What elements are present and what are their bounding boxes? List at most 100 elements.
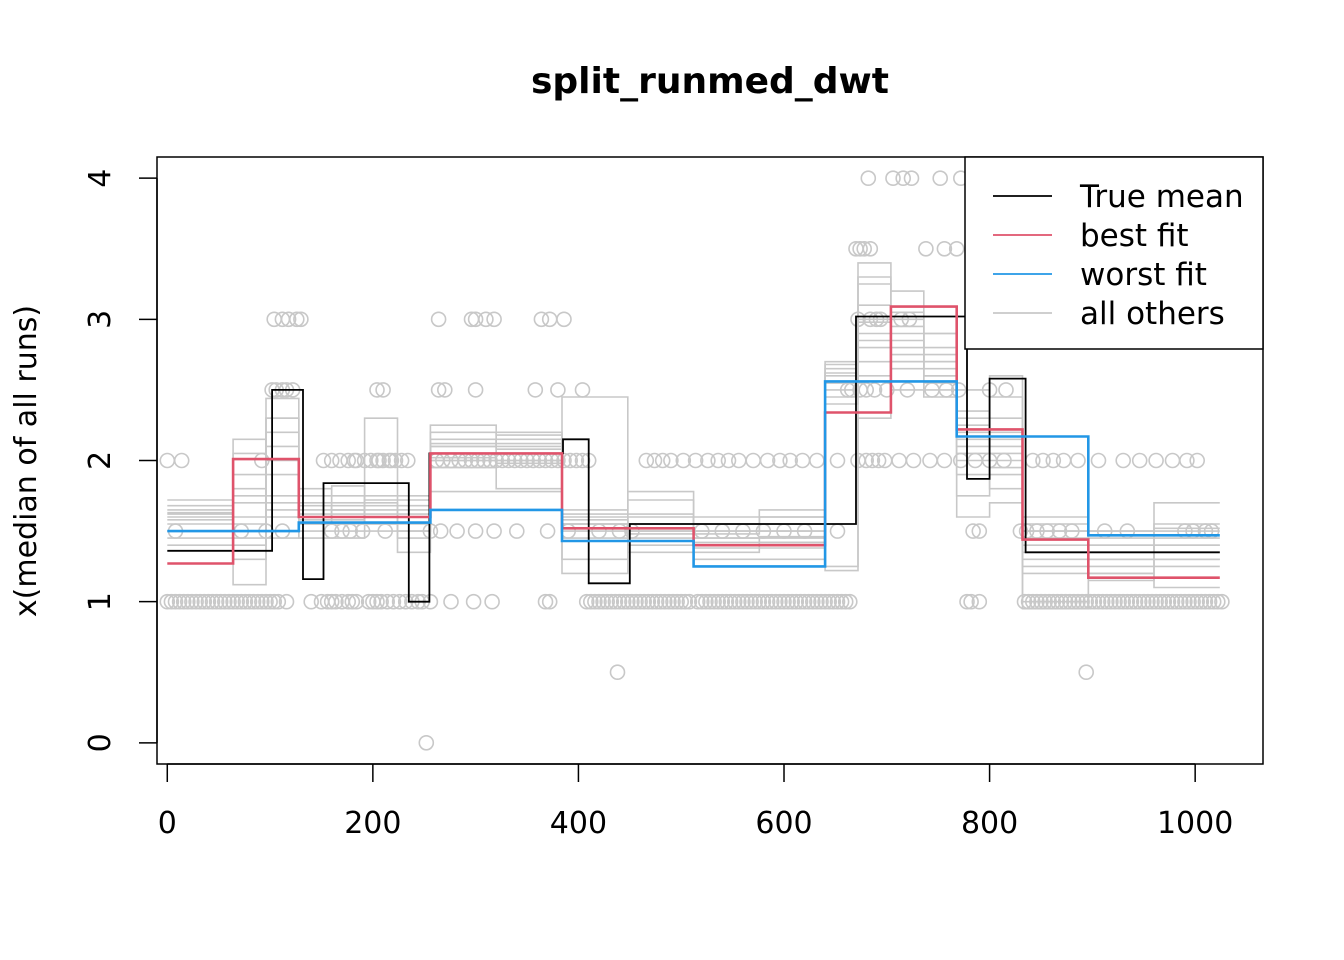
data-point-52	[1115, 593, 1131, 610]
series-line-true-mean	[167, 315, 1220, 603]
data-point-354	[932, 170, 949, 186]
x-tick-label: 0	[158, 806, 177, 841]
data-point-286	[971, 523, 988, 539]
data-point-36	[751, 593, 768, 610]
data-point-317	[878, 382, 895, 398]
data-point-54	[1140, 593, 1156, 610]
data-point-170	[963, 593, 979, 610]
data-point-226	[782, 452, 799, 469]
data-point-115	[743, 593, 759, 610]
data-point-353	[903, 170, 920, 186]
data-point-110	[710, 593, 727, 610]
legend-label-2: best fit	[1080, 218, 1189, 254]
data-point-160	[1193, 593, 1210, 610]
data-point-273	[539, 523, 556, 539]
data-point-121	[780, 593, 796, 610]
data-point-336	[556, 311, 572, 328]
data-point-112	[722, 593, 739, 610]
data-point-48	[1066, 593, 1082, 610]
y-axis-label: x(median of all runs)	[9, 305, 44, 617]
y-tick-label: 1	[83, 592, 118, 611]
data-point-334	[533, 311, 550, 328]
data-point-255	[346, 452, 363, 469]
data-point-256	[371, 452, 387, 469]
data-point-63	[175, 593, 192, 610]
data-point-352	[895, 170, 912, 186]
data-point-99	[636, 593, 653, 610]
data-point-74	[241, 593, 258, 610]
data-point-178	[340, 452, 357, 469]
legend-label-1: True mean	[1079, 179, 1244, 215]
data-point-291	[1051, 523, 1068, 539]
data-point-113	[730, 593, 747, 610]
data-point-144	[1094, 593, 1111, 610]
data-point-134	[1033, 593, 1049, 610]
data-point-169	[959, 593, 975, 610]
data-point-40	[800, 593, 817, 610]
plot-frame	[156, 156, 1264, 765]
data-point-15	[348, 593, 365, 610]
data-point-76	[253, 593, 270, 610]
data-point-247	[1070, 452, 1086, 469]
data-point-306	[430, 382, 447, 398]
data-point-216	[663, 452, 679, 469]
data-point-147	[1111, 593, 1127, 610]
data-point-44	[1016, 593, 1033, 610]
data-point-17	[379, 593, 396, 610]
data-point-94	[607, 593, 624, 610]
data-point-168	[541, 593, 558, 610]
data-point-96	[619, 593, 636, 610]
data-point-268	[432, 523, 449, 539]
data-point-108	[698, 593, 714, 610]
data-point-316	[866, 382, 883, 398]
data-point-6	[221, 593, 237, 610]
data-point-218	[687, 452, 704, 469]
data-point-148	[1119, 593, 1136, 610]
data-point-152	[1144, 593, 1160, 610]
data-point-66	[192, 593, 208, 610]
data-point-92	[595, 593, 611, 610]
data-point-26	[628, 593, 644, 610]
data-point-221	[720, 452, 737, 469]
data-point-61	[163, 593, 180, 610]
data-point-85	[369, 593, 385, 610]
data-point-341	[893, 311, 910, 328]
data-point-304	[369, 382, 385, 398]
data-point-308	[467, 382, 484, 398]
data-point-235	[891, 452, 907, 469]
data-point-339	[868, 311, 885, 328]
data-point-350	[860, 170, 877, 186]
data-point-9	[258, 593, 274, 610]
data-point-132	[1020, 593, 1037, 610]
data-point-91	[587, 593, 603, 610]
data-point-154	[1156, 593, 1173, 610]
data-point-130	[833, 593, 850, 610]
data-point-151	[1136, 593, 1152, 610]
data-point-359	[418, 734, 435, 751]
data-point-162	[1205, 593, 1222, 610]
data-point-297	[1197, 523, 1214, 539]
data-point-246	[1055, 452, 1072, 469]
data-point-128	[821, 593, 838, 610]
data-point-166	[484, 593, 500, 610]
data-point-287	[1012, 523, 1029, 539]
data-point-39	[788, 593, 805, 610]
data-point-98	[632, 593, 648, 610]
series-lines	[167, 305, 1220, 603]
data-point-109	[706, 593, 722, 610]
other-fit-line-6	[167, 332, 1220, 568]
data-point-177	[332, 452, 348, 469]
data-point-348	[936, 241, 953, 257]
data-point-122	[784, 593, 801, 610]
data-point-46	[1041, 593, 1057, 610]
data-point-141	[1074, 593, 1090, 610]
data-point-126	[809, 593, 825, 610]
data-point-271	[486, 523, 502, 539]
data-point-24	[603, 593, 620, 610]
data-point-311	[574, 382, 591, 398]
data-point-153	[1148, 593, 1164, 610]
data-point-29	[665, 593, 681, 610]
data-point-250	[1131, 452, 1148, 469]
data-point-124	[796, 593, 813, 610]
